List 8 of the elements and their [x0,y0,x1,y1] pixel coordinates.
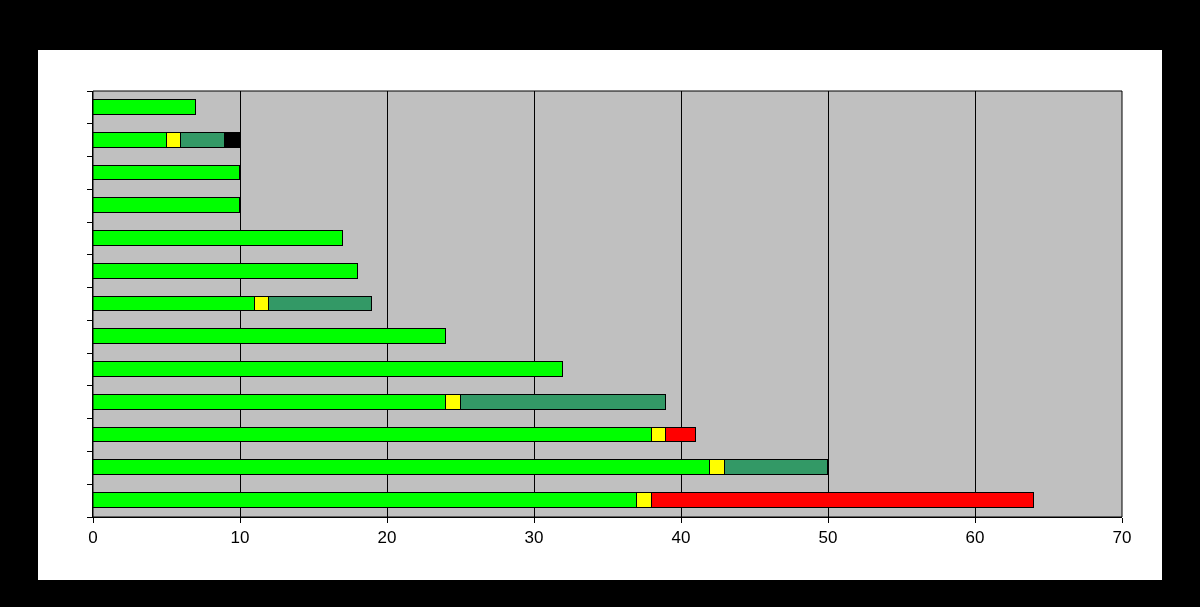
x-tick-label: 20 [377,528,397,548]
x-tick-label: 30 [524,528,544,548]
x-tick-label: 70 [1112,528,1132,548]
x-tick-label: 40 [671,528,691,548]
x-tick-label: 10 [230,528,250,548]
x-tick-label: 50 [818,528,838,548]
x-tick-label: 0 [88,528,98,548]
x-tick-label: 60 [965,528,985,548]
